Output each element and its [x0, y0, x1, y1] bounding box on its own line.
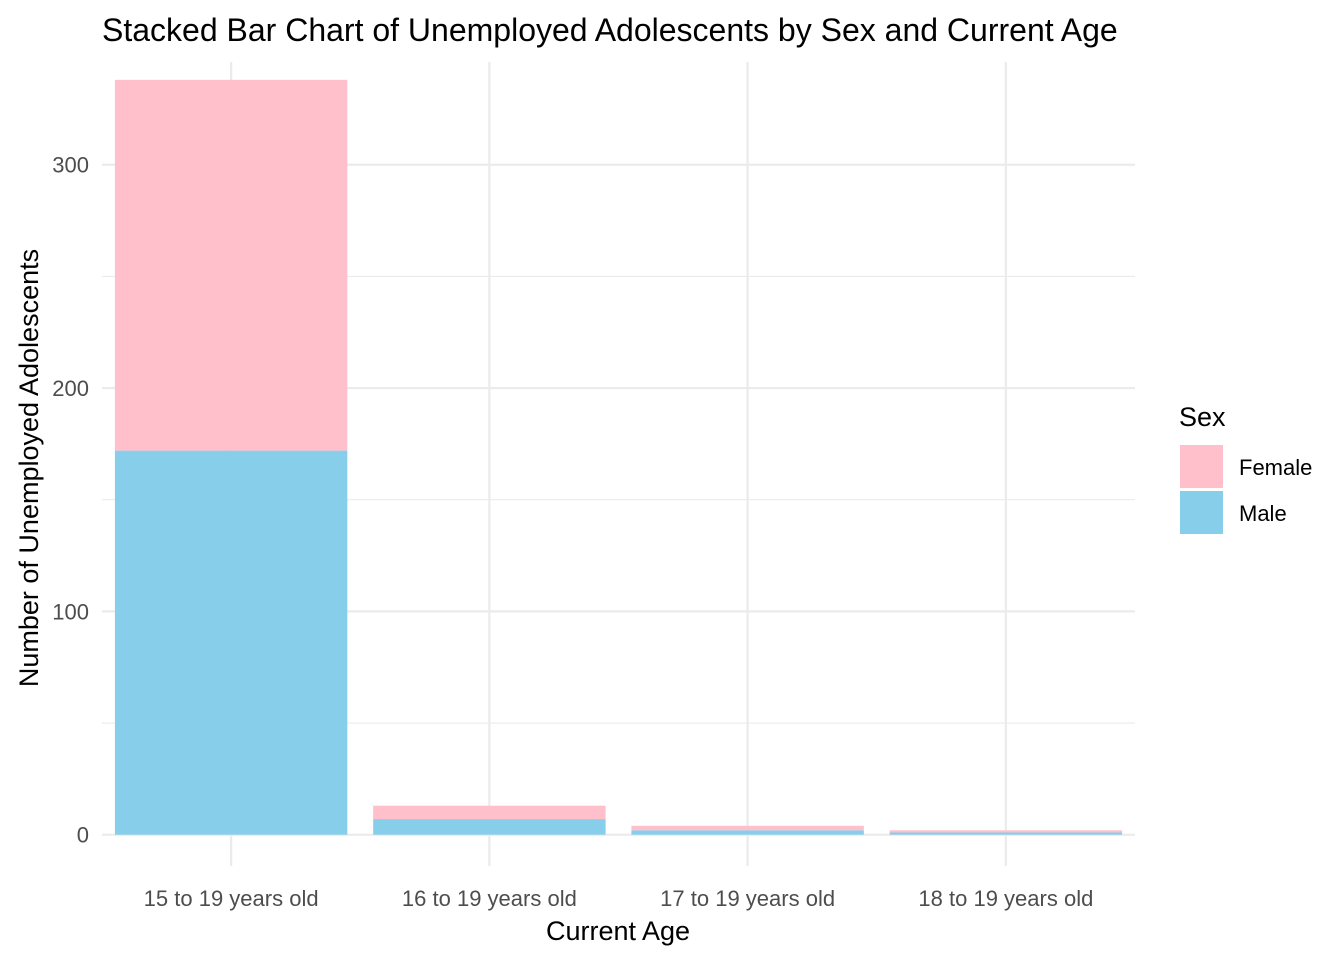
chart-title: Stacked Bar Chart of Unemployed Adolesce…	[102, 12, 1118, 48]
legend-entries: Female Male	[1180, 445, 1312, 534]
x-tick-label: 18 to 19 years old	[918, 886, 1093, 911]
legend-title: Sex	[1179, 402, 1226, 432]
x-tick-label: 16 to 19 years old	[402, 886, 577, 911]
bar-male-1	[114, 450, 348, 835]
x-tick-label: 15 to 19 years old	[144, 886, 319, 911]
y-tick-label: 100	[52, 599, 89, 624]
x-axis-label: Current Age	[546, 916, 690, 946]
y-tick-label: 0	[77, 823, 89, 848]
legend-label-female: Female	[1239, 455, 1312, 480]
bar-female-1	[114, 79, 348, 451]
bar-male-3	[631, 830, 864, 835]
bar-female-2	[373, 805, 606, 820]
axis-layer: 0 100 200 300 15 to 19 years old 16 to 19 yea…	[52, 153, 1093, 911]
bars-layer	[114, 79, 1123, 835]
bar-male-2	[373, 819, 606, 835]
y-tick-label: 300	[52, 153, 89, 178]
legend-swatch-female	[1180, 445, 1223, 488]
y-tick-label: 200	[52, 376, 89, 401]
y-axis-label: Number of Unemployed Adolescents	[14, 249, 44, 687]
legend: Sex Female Male	[1179, 402, 1312, 534]
bar-male-4	[889, 832, 1123, 835]
x-tick-label: 17 to 19 years old	[660, 886, 835, 911]
legend-label-male: Male	[1239, 501, 1287, 526]
bar-female-4	[889, 830, 1123, 833]
bar-female-3	[631, 825, 864, 831]
legend-swatch-male	[1180, 491, 1223, 534]
